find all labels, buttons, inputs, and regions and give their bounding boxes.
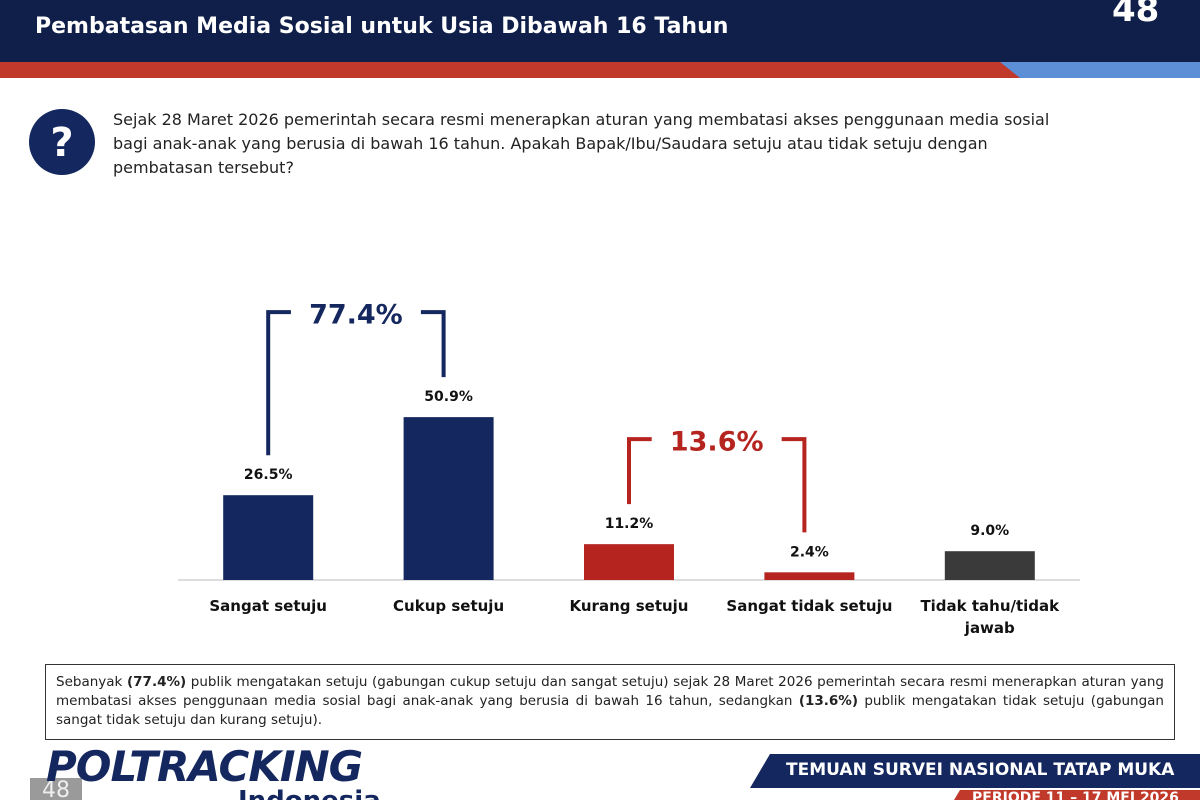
category-label: Tidak tahu/tidak jawab xyxy=(920,597,1060,637)
header-bg xyxy=(0,0,1200,78)
summary-highlight: (77.4%) xyxy=(126,674,187,690)
page-number: 48 xyxy=(1112,0,1160,30)
summary-text: publik mengatakan tidak setuju (gabungan… xyxy=(56,693,1164,728)
value-label: 11.2% xyxy=(605,516,654,532)
bracket xyxy=(420,310,446,378)
logo: POLTRACKING xyxy=(46,742,363,791)
category-label: Kurang setuju xyxy=(569,597,689,615)
footer-banner-bg xyxy=(750,754,1200,800)
bracket xyxy=(266,310,291,456)
bracket xyxy=(781,437,807,533)
value-label: 2.4% xyxy=(790,544,829,560)
question-icon: ? xyxy=(29,109,95,175)
svg-text:?: ? xyxy=(50,120,73,166)
summary-box: Sebanyak (77.4%) publik mengatakan setuj… xyxy=(45,664,1175,740)
badge: 48 xyxy=(30,778,82,800)
category-label: Sangat setuju xyxy=(209,597,327,615)
bracket-label: 77.4% xyxy=(309,300,403,331)
bar xyxy=(403,417,494,580)
bracket-label: 13.6% xyxy=(670,427,764,458)
bar xyxy=(764,572,855,580)
footer-banner: TEMUAN SURVEI NASIONAL TATAP MUKA xyxy=(786,760,1175,780)
bar xyxy=(584,544,674,580)
logo-sub: Indonesia xyxy=(238,786,381,800)
bar xyxy=(944,551,1035,580)
summary-highlight: (13.6%) xyxy=(798,693,859,709)
chart: 26.5% 50.9% 11.2% 2.4% 9.0% 77.4% 13.6% xyxy=(178,300,1080,581)
summary-text: Sebanyak xyxy=(56,674,127,690)
summary-text: publik mengatakan setuju (gabungan cukup… xyxy=(56,674,1164,709)
page-title: Pembatasan Media Sosial untuk Usia Dibaw… xyxy=(35,14,729,39)
question-text: Sejak 28 Maret 2026 pemerintah secara re… xyxy=(113,110,1050,177)
value-label: 9.0% xyxy=(970,523,1009,539)
category-label: Cukup setuju xyxy=(393,597,505,615)
value-label: 26.5% xyxy=(244,467,293,483)
category-label: Sangat tidak setuju xyxy=(726,597,893,615)
bracket xyxy=(627,437,652,505)
value-label: 50.9% xyxy=(424,389,473,405)
bar xyxy=(223,495,314,580)
footer-period: PERIODE 11 – 17 MEI 2026 xyxy=(972,790,1179,800)
